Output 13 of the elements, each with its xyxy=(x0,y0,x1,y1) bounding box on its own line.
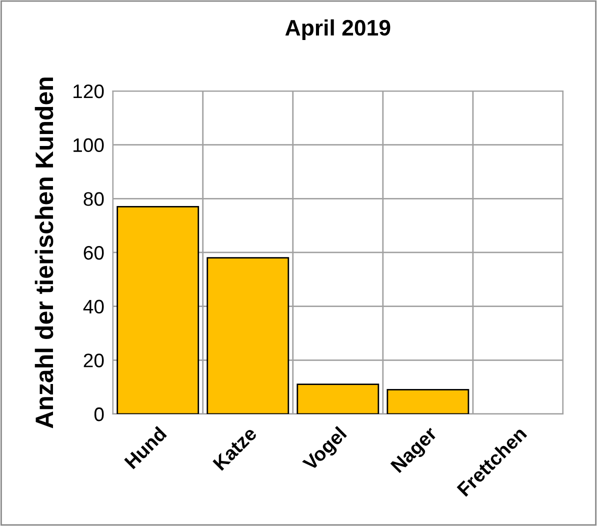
y-axis-title: Anzahl der tierischen Kunden xyxy=(34,78,54,428)
bar xyxy=(296,384,380,414)
bar xyxy=(206,257,290,414)
y-tick-label: 0 xyxy=(94,407,104,422)
y-tick-label: 120 xyxy=(74,84,104,98)
bar xyxy=(386,389,470,414)
y-tick-label: 60 xyxy=(84,246,104,260)
y-tick-label: 20 xyxy=(84,354,104,368)
y-tick-label: 100 xyxy=(74,138,104,152)
y-tick-label: 80 xyxy=(84,192,104,206)
bar xyxy=(116,206,200,414)
chart-title: April 2019 xyxy=(285,19,390,40)
y-tick-label: 40 xyxy=(83,300,104,314)
